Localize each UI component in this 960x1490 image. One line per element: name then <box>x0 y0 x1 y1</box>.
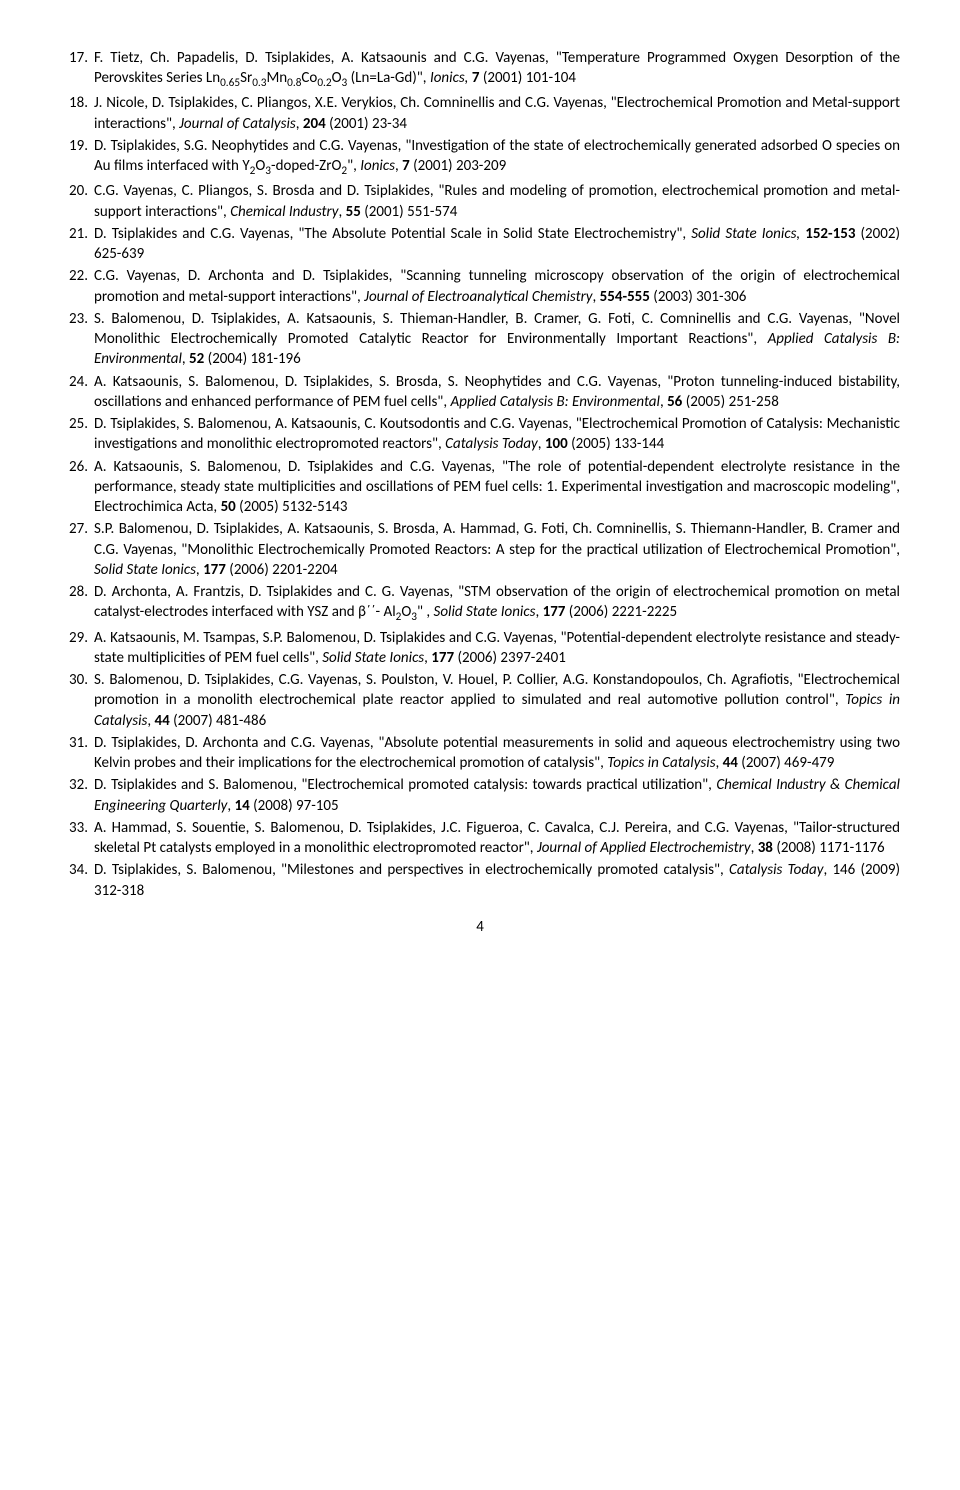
reference-item: 24.A. Katsaounis, S. Balomenou, D. Tsipl… <box>60 372 900 413</box>
reference-text: D. Tsiplakides and C.G. Vayenas, "The Ab… <box>94 224 900 265</box>
reference-item: 33.A. Hammad, S. Souentie, S. Balomenou,… <box>60 818 900 859</box>
reference-text: A. Hammad, S. Souentie, S. Balomenou, D.… <box>94 818 900 859</box>
reference-text: S.P. Balomenou, D. Tsiplakides, A. Katsa… <box>94 519 900 580</box>
reference-number: 24. <box>60 372 94 413</box>
reference-text: D. Archonta, A. Frantzis, D. Tsiplakides… <box>94 582 900 625</box>
reference-text: J. Nicole, D. Tsiplakides, C. Pliangos, … <box>94 93 900 134</box>
reference-item: 19.D. Tsiplakides, S.G. Neophytides and … <box>60 136 900 179</box>
reference-text: A. Katsaounis, S. Balomenou, D. Tsiplaki… <box>94 372 900 413</box>
reference-text: D. Tsiplakides, S. Balomenou, A. Katsaou… <box>94 414 900 455</box>
reference-item: 29.A. Katsaounis, M. Tsampas, S.P. Balom… <box>60 628 900 669</box>
reference-number: 23. <box>60 309 94 370</box>
reference-text: C.G. Vayenas, D. Archonta and D. Tsiplak… <box>94 266 900 307</box>
reference-item: 27.S.P. Balomenou, D. Tsiplakides, A. Ka… <box>60 519 900 580</box>
reference-number: 18. <box>60 93 94 134</box>
reference-number: 27. <box>60 519 94 580</box>
reference-item: 21.D. Tsiplakides and C.G. Vayenas, "The… <box>60 224 900 265</box>
reference-item: 28.D. Archonta, A. Frantzis, D. Tsiplaki… <box>60 582 900 625</box>
reference-number: 31. <box>60 733 94 774</box>
reference-text: A. Katsaounis, M. Tsampas, S.P. Balomeno… <box>94 628 900 669</box>
reference-text: D. Tsiplakides and S. Balomenou, "Electr… <box>94 775 900 816</box>
reference-item: 20.C.G. Vayenas, C. Pliangos, S. Brosda … <box>60 181 900 222</box>
reference-number: 22. <box>60 266 94 307</box>
reference-number: 17. <box>60 48 94 91</box>
reference-text: S. Balomenou, D. Tsiplakides, C.G. Vayen… <box>94 670 900 731</box>
reference-item: 18.J. Nicole, D. Tsiplakides, C. Pliango… <box>60 93 900 134</box>
reference-item: 17.F. Tietz, Ch. Papadelis, D. Tsiplakid… <box>60 48 900 91</box>
reference-number: 33. <box>60 818 94 859</box>
reference-text: D. Tsiplakides, D. Archonta and C.G. Vay… <box>94 733 900 774</box>
reference-item: 25.D. Tsiplakides, S. Balomenou, A. Kats… <box>60 414 900 455</box>
reference-number: 19. <box>60 136 94 179</box>
reference-text: A. Katsaounis, S. Balomenou, D. Tsiplaki… <box>94 457 900 518</box>
reference-number: 29. <box>60 628 94 669</box>
reference-item: 31.D. Tsiplakides, D. Archonta and C.G. … <box>60 733 900 774</box>
reference-number: 28. <box>60 582 94 625</box>
reference-text: F. Tietz, Ch. Papadelis, D. Tsiplakides,… <box>94 48 900 91</box>
reference-item: 22.C.G. Vayenas, D. Archonta and D. Tsip… <box>60 266 900 307</box>
reference-text: S. Balomenou, D. Tsiplakides, A. Katsaou… <box>94 309 900 370</box>
reference-text: D. Tsiplakides, S. Balomenou, "Milestone… <box>94 860 900 901</box>
reference-text: D. Tsiplakides, S.G. Neophytides and C.G… <box>94 136 900 179</box>
reference-number: 25. <box>60 414 94 455</box>
reference-list: 17.F. Tietz, Ch. Papadelis, D. Tsiplakid… <box>60 48 900 901</box>
reference-number: 21. <box>60 224 94 265</box>
reference-item: 30.S. Balomenou, D. Tsiplakides, C.G. Va… <box>60 670 900 731</box>
reference-number: 32. <box>60 775 94 816</box>
page-number: 4 <box>60 917 900 937</box>
reference-number: 30. <box>60 670 94 731</box>
reference-item: 34.D. Tsiplakides, S. Balomenou, "Milest… <box>60 860 900 901</box>
reference-text: C.G. Vayenas, C. Pliangos, S. Brosda and… <box>94 181 900 222</box>
reference-number: 26. <box>60 457 94 518</box>
reference-item: 26.A. Katsaounis, S. Balomenou, D. Tsipl… <box>60 457 900 518</box>
reference-number: 20. <box>60 181 94 222</box>
reference-item: 23.S. Balomenou, D. Tsiplakides, A. Kats… <box>60 309 900 370</box>
reference-item: 32.D. Tsiplakides and S. Balomenou, "Ele… <box>60 775 900 816</box>
reference-number: 34. <box>60 860 94 901</box>
